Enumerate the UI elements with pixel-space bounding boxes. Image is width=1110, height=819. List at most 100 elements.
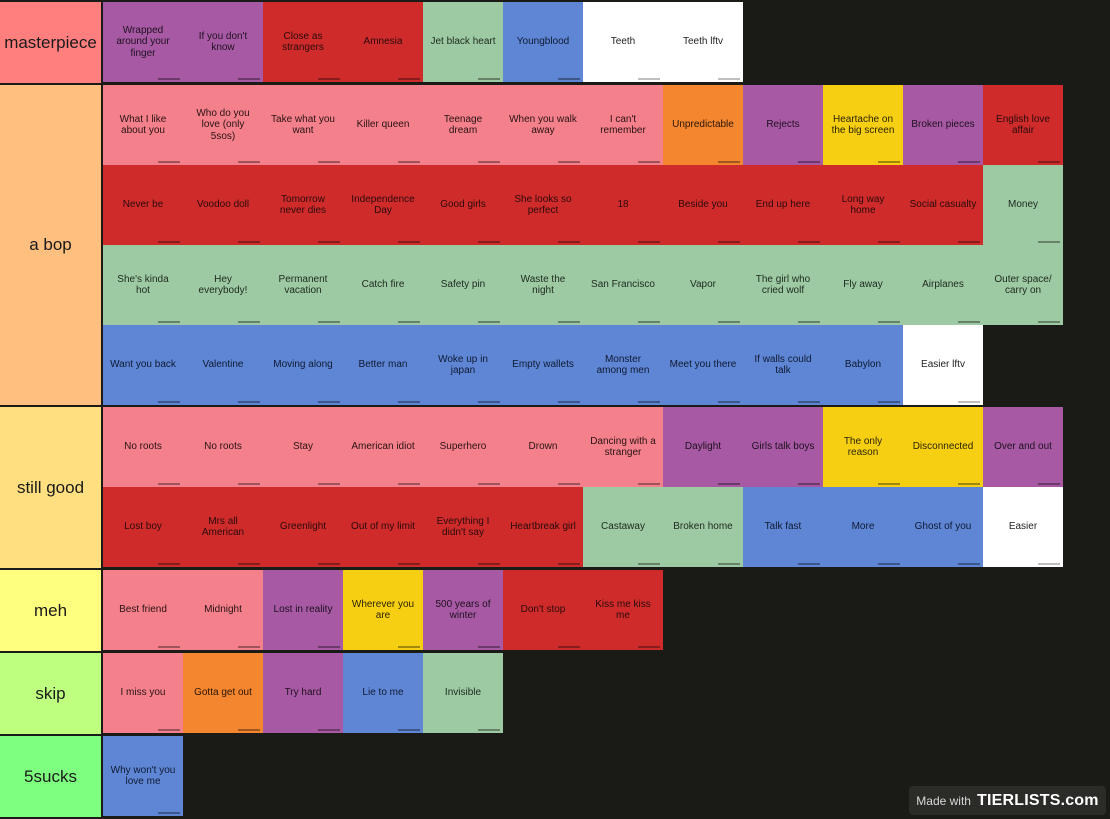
tier-item-card[interactable]: She's kinda hot	[103, 245, 183, 325]
tier-item-card[interactable]: More	[823, 487, 903, 567]
tier-item-card[interactable]: Social casualty	[903, 165, 983, 245]
tier-item-card[interactable]: Better man	[343, 325, 423, 405]
tier-item-card[interactable]: Safety pin	[423, 245, 503, 325]
tier-item-card[interactable]: Daylight	[663, 407, 743, 487]
tier-item-card[interactable]: Easier lftv	[903, 325, 983, 405]
tier-item-card[interactable]: Teeth lftv	[663, 2, 743, 82]
tier-item-card[interactable]: No roots	[183, 407, 263, 487]
tier-label[interactable]: a bop	[0, 85, 101, 405]
tier-item-card[interactable]: Never be	[103, 165, 183, 245]
tier-item-card[interactable]: When you walk away	[503, 85, 583, 165]
tier-label[interactable]: 5sucks	[0, 736, 101, 817]
tier-item-card[interactable]: Who do you love (only 5sos)	[183, 85, 263, 165]
tier-item-card[interactable]: Drown	[503, 407, 583, 487]
tier-item-card[interactable]: Catch fire	[343, 245, 423, 325]
tier-item-card[interactable]: Over and out	[983, 407, 1063, 487]
tier-item-card[interactable]: Hey everybody!	[183, 245, 263, 325]
tier-item-card[interactable]: Moving along	[263, 325, 343, 405]
tier-item-card[interactable]: Heartache on the big screen	[823, 85, 903, 165]
tier-item-card[interactable]: Amnesia	[343, 2, 423, 82]
tier-item-card[interactable]: Tomorrow never dies	[263, 165, 343, 245]
tier-item-card[interactable]: Take what you want	[263, 85, 343, 165]
tier-item-card[interactable]: Superhero	[423, 407, 503, 487]
tier-item-card[interactable]: Talk fast	[743, 487, 823, 567]
tier-item-card[interactable]: Disconnected	[903, 407, 983, 487]
tier-item-card[interactable]: The girl who cried wolf	[743, 245, 823, 325]
tier-item-card[interactable]: Heartbreak girl	[503, 487, 583, 567]
tier-item-card[interactable]: Valentine	[183, 325, 263, 405]
tier-item-card[interactable]: Want you back	[103, 325, 183, 405]
tier-item-card[interactable]: Stay	[263, 407, 343, 487]
tier-item-card[interactable]: Money	[983, 165, 1063, 245]
tier-item-card[interactable]: Kiss me kiss me	[583, 570, 663, 650]
tier-item-card[interactable]: Wherever you are	[343, 570, 423, 650]
tier-item-card[interactable]: Wrapped around your finger	[103, 2, 183, 82]
tier-label[interactable]: masterpiece	[0, 2, 101, 83]
tier-item-card[interactable]: She looks so perfect	[503, 165, 583, 245]
tier-label[interactable]: skip	[0, 653, 101, 734]
tier-item-card[interactable]: If you don't know	[183, 2, 263, 82]
tier-item-card[interactable]: Try hard	[263, 653, 343, 733]
tier-item-card[interactable]: Broken home	[663, 487, 743, 567]
tier-item-card[interactable]: If walls could talk	[743, 325, 823, 405]
tier-item-card[interactable]: Why won't you love me	[103, 736, 183, 816]
tier-item-card[interactable]: Lost boy	[103, 487, 183, 567]
tier-item-card[interactable]: Girls talk boys	[743, 407, 823, 487]
tier-item-card[interactable]: English love affair	[983, 85, 1063, 165]
tier-item-card[interactable]: Meet you there	[663, 325, 743, 405]
tier-item-card[interactable]: Unpredictable	[663, 85, 743, 165]
tier-item-card[interactable]: Beside you	[663, 165, 743, 245]
tier-item-card[interactable]: Jet black heart	[423, 2, 503, 82]
tier-item-card[interactable]: Waste the night	[503, 245, 583, 325]
tier-item-card[interactable]: American idiot	[343, 407, 423, 487]
tier-item-card[interactable]: What I like about you	[103, 85, 183, 165]
tier-item-card[interactable]: Dancing with a stranger	[583, 407, 663, 487]
tier-item-card[interactable]: 500 years of winter	[423, 570, 503, 650]
tier-item-card[interactable]: Invisible	[423, 653, 503, 733]
tier-item-card[interactable]: Everything I didn't say	[423, 487, 503, 567]
tier-item-card[interactable]: Airplanes	[903, 245, 983, 325]
tier-item-card[interactable]: Mrs all American	[183, 487, 263, 567]
tier-item-card[interactable]: Best friend	[103, 570, 183, 650]
made-with-tierlists-badge[interactable]: Made with TIERLISTS.com	[909, 786, 1106, 815]
tier-item-card[interactable]: Close as strangers	[263, 2, 343, 82]
tier-item-card[interactable]: Don't stop	[503, 570, 583, 650]
tier-item-card[interactable]: Permanent vacation	[263, 245, 343, 325]
tier-item-card[interactable]: Ghost of you	[903, 487, 983, 567]
card-watermark	[158, 729, 180, 731]
tier-item-card[interactable]: Teeth	[583, 2, 663, 82]
tier-item-card[interactable]: Gotta get out	[183, 653, 263, 733]
tier-item-card[interactable]: End up here	[743, 165, 823, 245]
tier-item-card[interactable]: Lie to me	[343, 653, 423, 733]
tier-item-card[interactable]: Broken pieces	[903, 85, 983, 165]
tier-label[interactable]: meh	[0, 570, 101, 651]
tier-item-card[interactable]: Monster among men	[583, 325, 663, 405]
tier-item-card[interactable]: Out of my limit	[343, 487, 423, 567]
tier-item-card[interactable]: Killer queen	[343, 85, 423, 165]
tier-item-card[interactable]: Rejects	[743, 85, 823, 165]
tier-item-card[interactable]: No roots	[103, 407, 183, 487]
tier-item-card[interactable]: Vapor	[663, 245, 743, 325]
tier-item-card[interactable]: Babylon	[823, 325, 903, 405]
tier-item-card[interactable]: I miss you	[103, 653, 183, 733]
tier-item-card[interactable]: Voodoo doll	[183, 165, 263, 245]
tier-item-card[interactable]: Castaway	[583, 487, 663, 567]
tier-item-card[interactable]: Lost in reality	[263, 570, 343, 650]
tier-item-card[interactable]: Independence Day	[343, 165, 423, 245]
tier-item-card[interactable]: Greenlight	[263, 487, 343, 567]
tier-item-card[interactable]: Good girls	[423, 165, 503, 245]
tier-item-card[interactable]: I can't remember	[583, 85, 663, 165]
tier-item-card[interactable]: San Francisco	[583, 245, 663, 325]
tier-item-card[interactable]: Midnight	[183, 570, 263, 650]
tier-item-card[interactable]: Youngblood	[503, 2, 583, 82]
tier-item-card[interactable]: The only reason	[823, 407, 903, 487]
tier-item-card[interactable]: Empty wallets	[503, 325, 583, 405]
tier-item-card[interactable]: Outer space/ carry on	[983, 245, 1063, 325]
tier-item-card[interactable]: Fly away	[823, 245, 903, 325]
tier-item-card[interactable]: 18	[583, 165, 663, 245]
tier-item-card[interactable]: Easier	[983, 487, 1063, 567]
tier-label[interactable]: still good	[0, 407, 101, 568]
tier-item-card[interactable]: Long way home	[823, 165, 903, 245]
tier-item-card[interactable]: Woke up in japan	[423, 325, 503, 405]
tier-item-card[interactable]: Teenage dream	[423, 85, 503, 165]
